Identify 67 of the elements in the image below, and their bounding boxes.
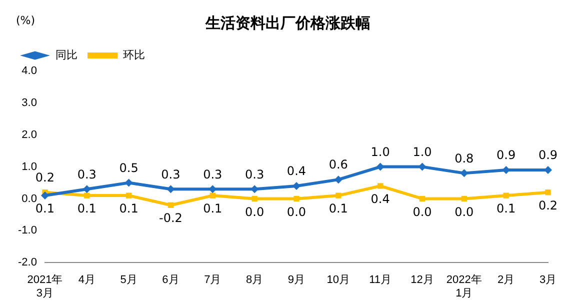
data-label: 0.3 — [77, 167, 96, 182]
y-axis-title: (%) — [16, 14, 36, 27]
y-tick-label: -2.0 — [18, 256, 37, 269]
point — [40, 192, 49, 200]
legend-label: 同比 — [56, 48, 78, 62]
x-tick-label: 6月 — [162, 274, 180, 286]
point — [503, 192, 509, 198]
x-tick-label: 12月 — [410, 274, 434, 286]
data-label: -0.2 — [159, 211, 182, 226]
point — [126, 192, 132, 198]
point — [210, 192, 216, 198]
x-tick-label: 2021年 3月 — [27, 274, 63, 300]
y-tick-label: 1.0 — [22, 160, 37, 173]
data-label: 0.3 — [161, 167, 180, 182]
legend-label: 环比 — [123, 48, 145, 62]
data-label: 0.2 — [35, 170, 54, 184]
point — [124, 178, 133, 187]
data-label: 0.9 — [538, 148, 558, 162]
point — [545, 190, 551, 196]
data-label: 0.1 — [203, 202, 222, 216]
point — [460, 169, 468, 178]
data-label: 0.3 — [203, 167, 222, 182]
x-tick-label: 8月 — [246, 274, 264, 286]
data-label: 0.5 — [119, 160, 138, 175]
point — [168, 202, 174, 208]
point — [377, 183, 384, 189]
data-label: 0.1 — [77, 202, 96, 216]
x-tick-label: 2月 — [498, 274, 515, 286]
point — [84, 192, 90, 198]
point — [461, 196, 467, 202]
data-label: 0.0 — [454, 204, 474, 219]
x-tick-label: 11月 — [369, 274, 392, 286]
point — [334, 176, 342, 184]
x-tick-label: 5月 — [120, 274, 138, 286]
x-tick-label: 4月 — [78, 274, 96, 286]
point — [419, 196, 426, 202]
data-label: 1.0 — [412, 144, 432, 159]
data-label: 0.4 — [370, 192, 390, 206]
x-tick-label: 7月 — [204, 274, 222, 286]
data-label: 0.0 — [286, 204, 306, 219]
point — [294, 196, 300, 202]
x-tick-label: 10月 — [326, 274, 350, 286]
point — [82, 185, 91, 194]
data-label: 0.1 — [35, 202, 54, 216]
y-tick-label: 4.0 — [22, 65, 37, 78]
data-label: 0.2 — [538, 198, 558, 212]
data-label: 0.8 — [454, 151, 474, 166]
y-tick-label: 3.0 — [22, 96, 37, 109]
data-label: 0.1 — [328, 202, 348, 216]
x-tick-label: 3月 — [539, 274, 557, 286]
data-label: 0.3 — [245, 167, 264, 182]
data-label: 1.0 — [370, 144, 390, 159]
data-label: 0.9 — [496, 148, 516, 162]
y-tick-label: -1.0 — [18, 224, 37, 237]
data-label: 0.1 — [119, 202, 138, 216]
data-label: 0.0 — [245, 204, 264, 219]
point — [252, 196, 258, 202]
x-tick-label: 2022年 1月 — [446, 274, 482, 300]
y-tick-label: 0.0 — [22, 192, 37, 205]
chart-title: 生活资料出厂价格涨跌幅 — [206, 14, 370, 32]
data-label: 0.4 — [286, 164, 306, 178]
y-tick-label: 2.0 — [22, 128, 37, 141]
data-label: 0.1 — [496, 202, 516, 216]
data-label: 0.6 — [328, 158, 348, 172]
x-tick-label: 9月 — [288, 274, 306, 286]
point — [336, 192, 342, 198]
data-label: 0.0 — [412, 204, 432, 219]
